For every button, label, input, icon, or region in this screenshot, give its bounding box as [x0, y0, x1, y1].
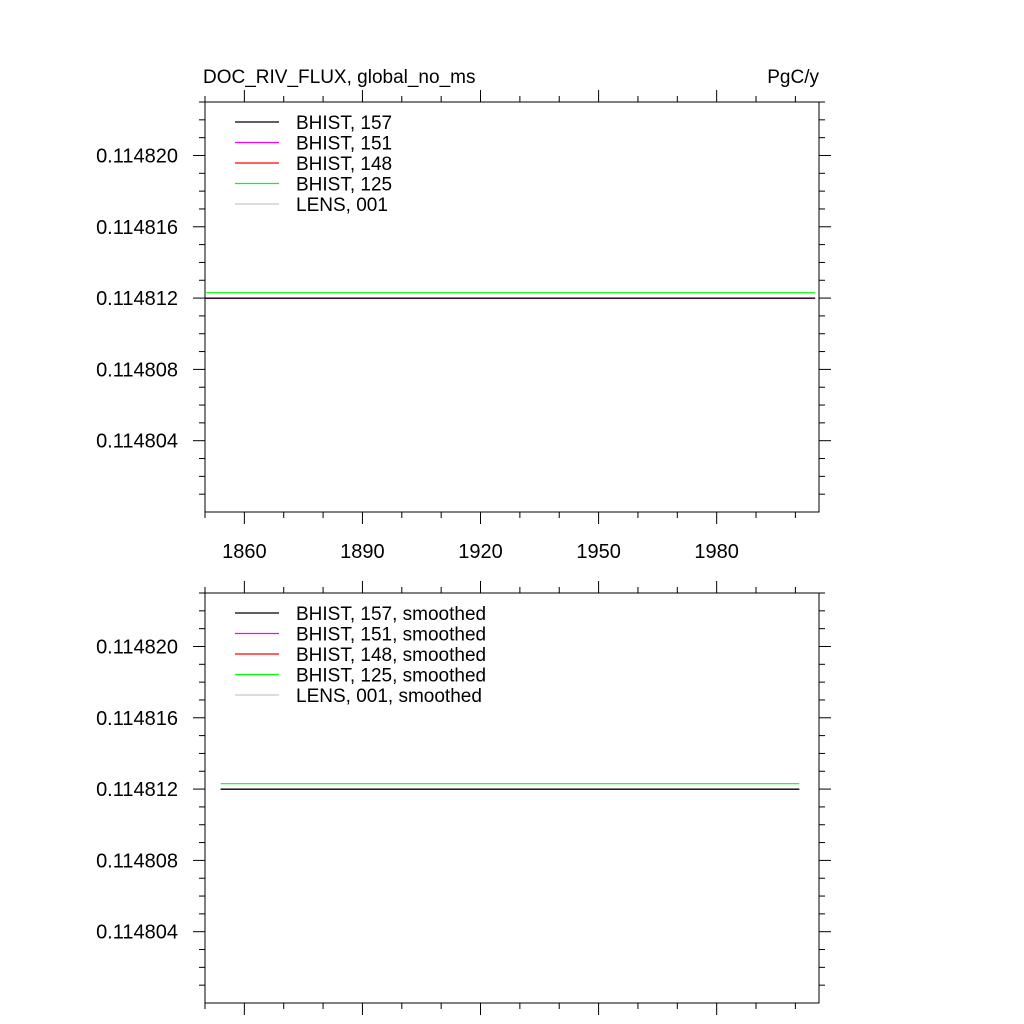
y-tick-label: 0.114808 — [96, 359, 178, 381]
x-tick-label: 1980 — [694, 541, 739, 563]
legend-label-4: BHIST, 125, smoothed — [296, 666, 486, 687]
chart-panel-1: DOC_RIV_FLUX, global_no_ms PgC/y 0.114804 0… — [96, 67, 831, 563]
x-tick-label: 1890 — [340, 541, 385, 563]
y-tick-label: 0.114820 — [96, 636, 178, 658]
y-tick-label: 0.114816 — [96, 217, 178, 239]
legend-label-2: BHIST, 151 — [296, 134, 392, 155]
y-tick-label: 0.114804 — [96, 922, 178, 944]
y-tick-label: 0.114808 — [96, 850, 178, 872]
chart-panel-2: 0.114804 0.114808 0.114812 0.114816 0.114820… — [96, 581, 831, 1015]
y-tick-label: 0.114804 — [96, 431, 178, 453]
legend-label-2: BHIST, 151, smoothed — [296, 625, 486, 646]
x-tick-label: 1920 — [458, 541, 503, 563]
legend-label-1: BHIST, 157, smoothed — [296, 604, 486, 625]
legend-label-5: LENS, 001 — [296, 195, 388, 216]
y-tick-label: 0.114816 — [96, 708, 178, 730]
legend-label-5: LENS, 001, smoothed — [296, 686, 482, 707]
chart-units: PgC/y — [767, 67, 819, 88]
plot-frame — [204, 101, 820, 513]
legend-label-3: BHIST, 148, smoothed — [296, 645, 486, 666]
x-tick-label: 1950 — [576, 541, 621, 563]
legend-label-4: BHIST, 125 — [296, 175, 392, 196]
legend-label-3: BHIST, 148 — [296, 154, 392, 175]
y-tick-label: 0.114820 — [96, 145, 178, 167]
chart-title: DOC_RIV_FLUX, global_no_ms — [203, 67, 475, 88]
y-tick-label: 0.114812 — [96, 288, 178, 310]
plot-frame — [204, 592, 820, 1004]
y-tick-label: 0.114812 — [96, 779, 178, 801]
legend-label-1: BHIST, 157 — [296, 113, 392, 134]
x-tick-label: 1860 — [222, 541, 267, 563]
